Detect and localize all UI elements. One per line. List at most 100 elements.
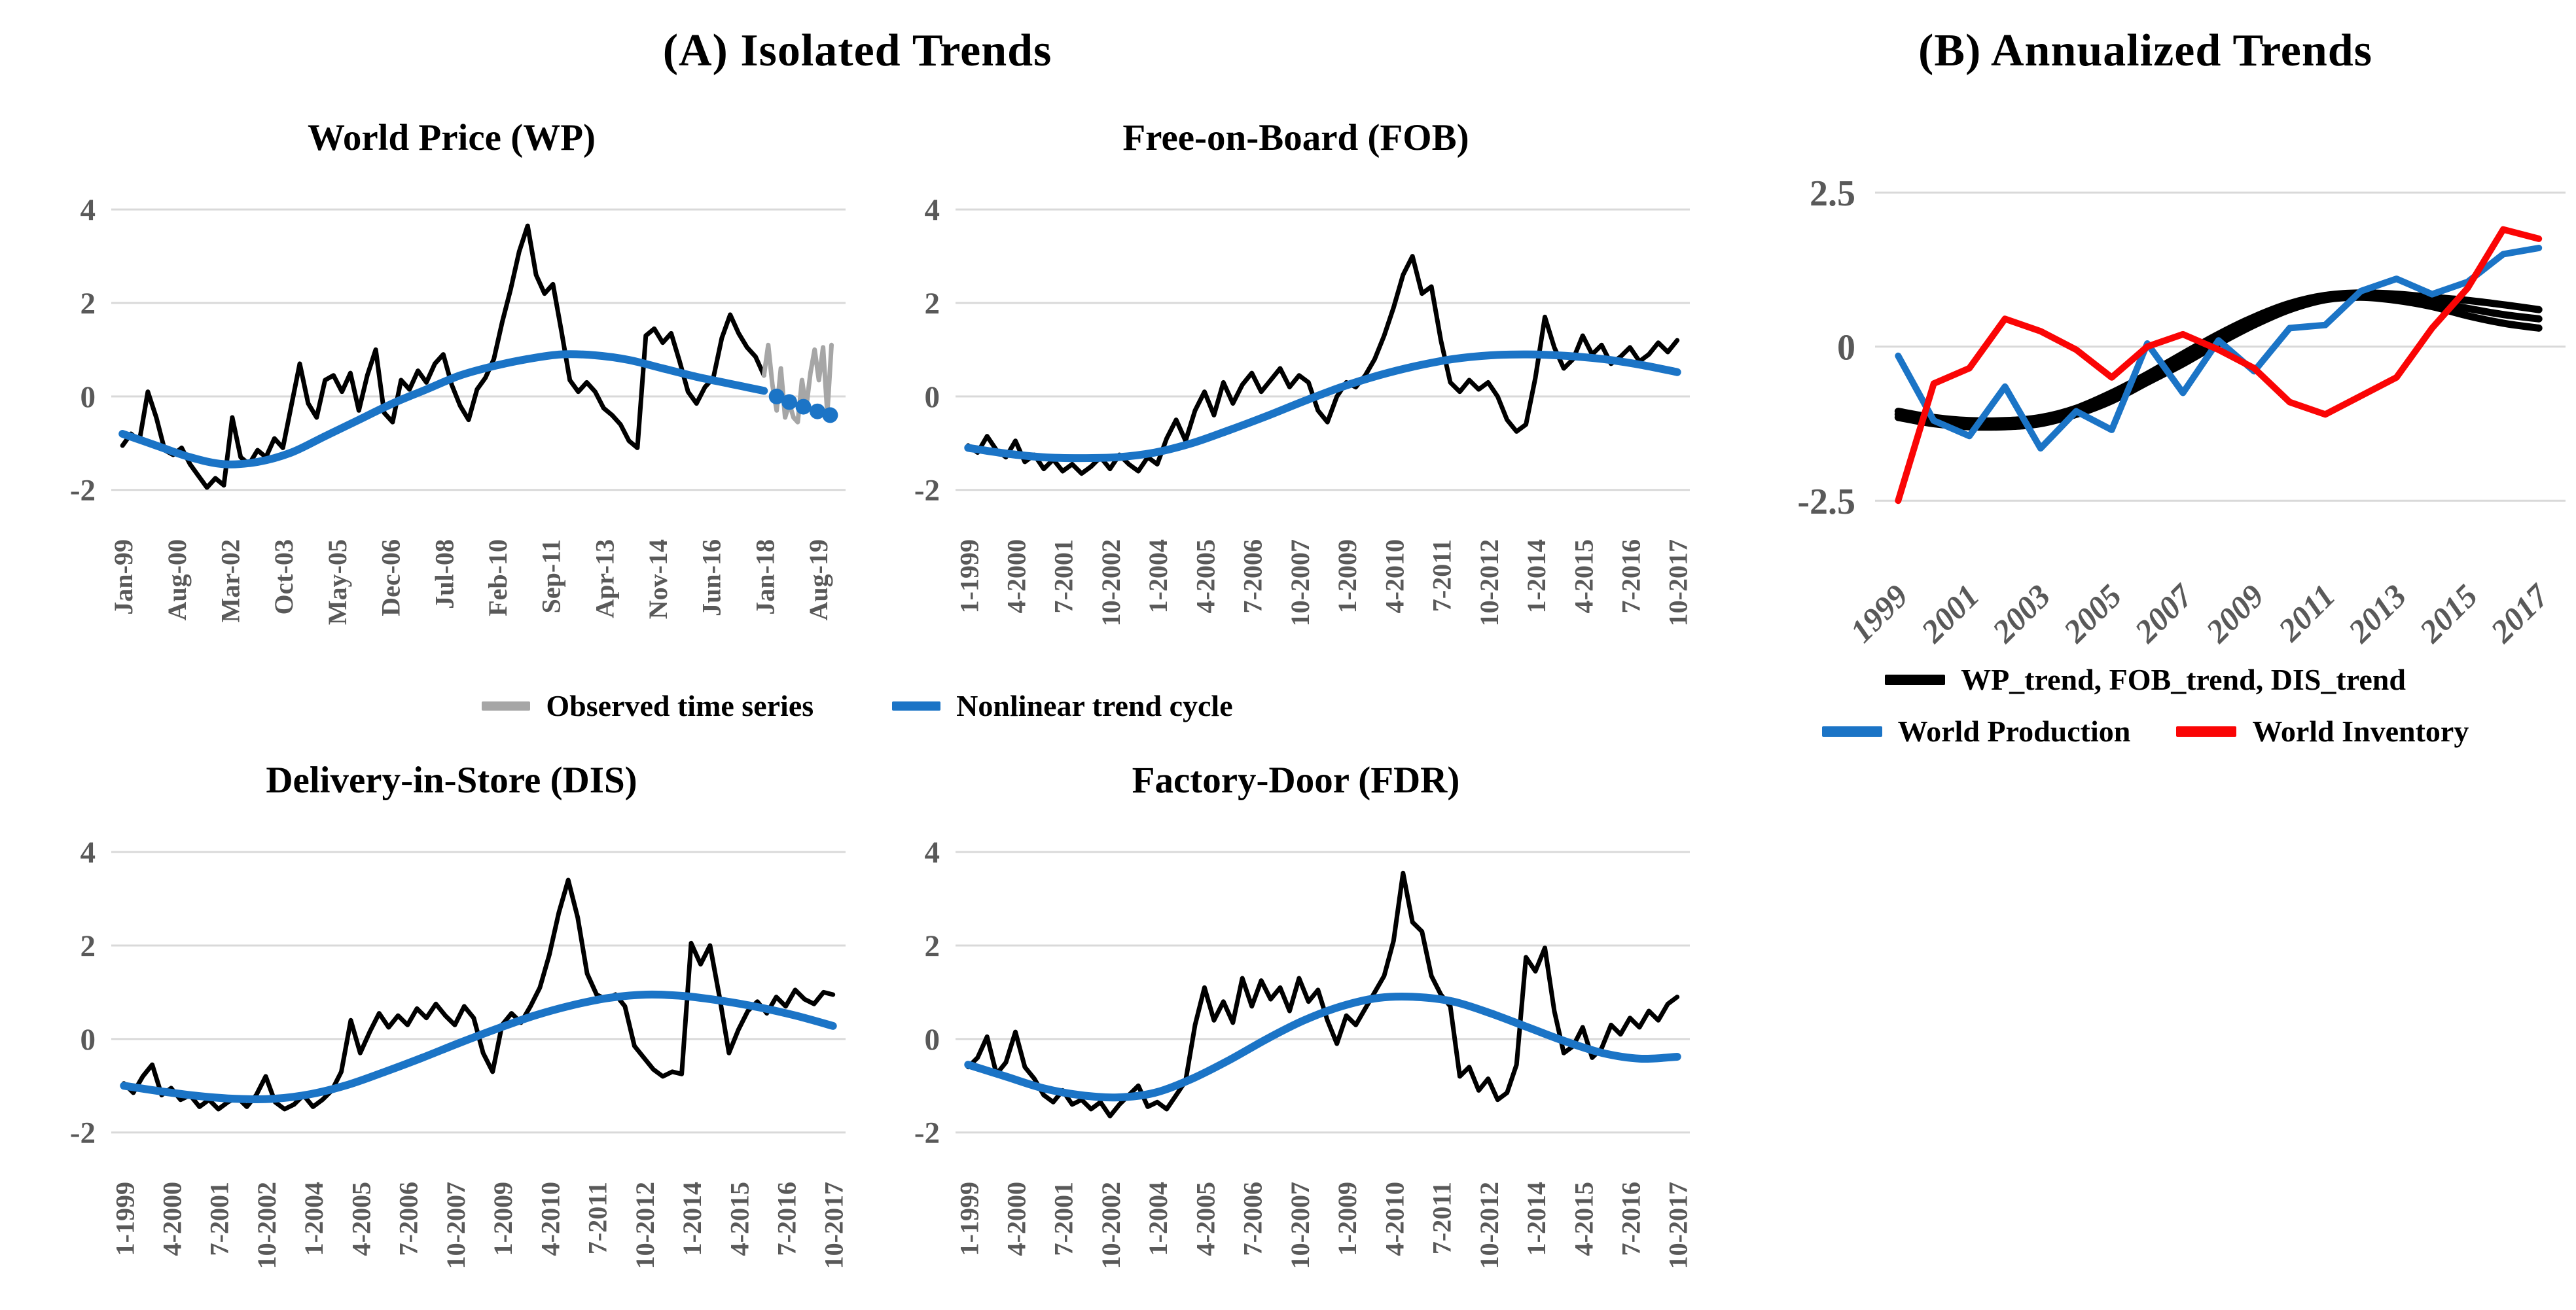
- svg-text:1-2004: 1-2004: [1143, 1182, 1173, 1256]
- svg-text:10-2002: 10-2002: [1096, 539, 1126, 626]
- trend-series-swatch: [892, 701, 941, 711]
- svg-text:Oct-03: Oct-03: [269, 539, 298, 615]
- svg-text:10-2007: 10-2007: [1285, 539, 1315, 626]
- trends-series-swatch: [1885, 674, 1946, 685]
- svg-text:4-2000: 4-2000: [1001, 539, 1031, 613]
- svg-text:4-2005: 4-2005: [1190, 1182, 1220, 1256]
- fob-plot: 4 2 0 -2 1-1999 4-2000 7-2001 10-2002 1-2004 4-20…: [914, 193, 1693, 626]
- svg-text:4-2015: 4-2015: [1569, 539, 1598, 613]
- svg-text:May-05: May-05: [323, 539, 352, 625]
- svg-text:2009: 2009: [2198, 577, 2271, 650]
- svg-text:10-2002: 10-2002: [252, 1182, 281, 1269]
- svg-text:2013: 2013: [2340, 577, 2413, 650]
- svg-text:10-2017: 10-2017: [819, 1182, 849, 1269]
- svg-text:-2.5: -2.5: [1797, 482, 1855, 522]
- svg-text:2: 2: [925, 287, 940, 321]
- svg-text:Dec-06: Dec-06: [376, 539, 406, 616]
- svg-text:7-2006: 7-2006: [1238, 539, 1268, 613]
- world-inventory-swatch: [2176, 726, 2237, 737]
- svg-text:10-2007: 10-2007: [441, 1182, 471, 1269]
- svg-text:7-2016: 7-2016: [772, 1182, 802, 1256]
- legend-label-world-production: World Production: [1897, 715, 2131, 748]
- svg-text:1-2004: 1-2004: [299, 1182, 329, 1256]
- svg-text:10-2012: 10-2012: [630, 1182, 660, 1269]
- svg-text:1-2014: 1-2014: [677, 1182, 707, 1256]
- svg-text:7-2011: 7-2011: [1427, 1182, 1457, 1254]
- svg-text:2007: 2007: [2127, 576, 2200, 650]
- svg-text:0: 0: [80, 1023, 96, 1057]
- svg-text:-2: -2: [914, 474, 940, 508]
- svg-text:4-2010: 4-2010: [1380, 539, 1409, 613]
- svg-text:2005: 2005: [2056, 577, 2128, 650]
- svg-text:2011: 2011: [2271, 577, 2342, 648]
- panel-b: (B) Annualized Trends 2.5 0 -2.5 1999 2001 20…: [1715, 0, 2576, 1310]
- svg-text:7-2011: 7-2011: [583, 1182, 613, 1254]
- legend-item-trends: WP_trend, FOB_trend, DIS_trend: [1885, 662, 2406, 697]
- fdr-chart-title: Factory-Door (FDR): [1132, 760, 1460, 801]
- legend-item-world-inventory: World Inventory: [2176, 714, 2469, 749]
- panel-a: (A) Isolated Trends World Price (WP) 4 2 0…: [0, 26, 1715, 1297]
- legend-item-observed: Observed time series: [482, 688, 814, 723]
- svg-text:Sep-11: Sep-11: [537, 539, 566, 613]
- legend-label-trend: Nonlinear trend cycle: [956, 689, 1233, 722]
- svg-text:2.5: 2.5: [1810, 173, 1855, 214]
- svg-text:Jul-08: Jul-08: [429, 539, 459, 609]
- svg-text:7-2001: 7-2001: [205, 1182, 234, 1256]
- legend-item-trend: Nonlinear trend cycle: [892, 688, 1233, 723]
- svg-text:4-2005: 4-2005: [346, 1182, 376, 1256]
- svg-text:Nov-14: Nov-14: [643, 539, 673, 619]
- svg-text:2001: 2001: [1914, 577, 1986, 650]
- svg-text:0: 0: [80, 380, 96, 414]
- fdr-plot: 4 2 0 -2 1-1999 4-2000 7-2001 10-2002 1-2004 4-20…: [914, 836, 1693, 1269]
- svg-text:1-1999: 1-1999: [954, 1182, 984, 1256]
- svg-text:4: 4: [80, 836, 96, 870]
- svg-text:Jan-18: Jan-18: [750, 539, 779, 615]
- svg-text:4: 4: [80, 193, 96, 227]
- svg-text:2015: 2015: [2412, 577, 2484, 650]
- fob-chart: Free-on-Board (FOB) 4 2 0 -2 1-1999 4-2000 7-2…: [890, 110, 1702, 654]
- svg-text:Aug-00: Aug-00: [162, 539, 192, 620]
- panel-a-legend: Observed time series Nonlinear trend cyc…: [0, 688, 1715, 723]
- svg-text:4: 4: [925, 836, 940, 870]
- svg-text:4-2010: 4-2010: [535, 1182, 565, 1256]
- svg-text:4: 4: [925, 193, 940, 227]
- svg-text:7-2001: 7-2001: [1049, 1182, 1079, 1256]
- svg-text:4-2015: 4-2015: [1569, 1182, 1598, 1256]
- svg-text:2: 2: [925, 929, 940, 963]
- panel-b-title: (B) Annualized Trends: [1918, 26, 2372, 76]
- svg-text:0: 0: [925, 380, 940, 414]
- svg-text:1-2014: 1-2014: [1522, 539, 1551, 613]
- svg-text:10-2012: 10-2012: [1475, 539, 1504, 626]
- legend-item-world-production: World Production: [1821, 714, 2131, 749]
- legend-label-observed: Observed time series: [546, 689, 814, 722]
- svg-text:7-2016: 7-2016: [1617, 539, 1646, 613]
- svg-text:1-2009: 1-2009: [1333, 539, 1362, 613]
- svg-text:1-1999: 1-1999: [110, 1182, 139, 1256]
- svg-text:Jan-99: Jan-99: [109, 539, 138, 615]
- wp-plot: 4 2 0 -2 Jan-99 Aug-00 Mar-02 Oct-03 May-05 Dec-0…: [70, 193, 846, 625]
- svg-text:7-2011: 7-2011: [1427, 539, 1457, 612]
- panel-b-legend-row-2: World Production World Inventory: [1715, 714, 2576, 749]
- svg-text:7-2006: 7-2006: [394, 1182, 423, 1256]
- svg-text:1-2014: 1-2014: [1522, 1182, 1551, 1256]
- svg-text:7-2001: 7-2001: [1049, 539, 1079, 613]
- svg-text:4-2005: 4-2005: [1190, 539, 1220, 613]
- svg-text:2017: 2017: [2483, 576, 2556, 650]
- svg-text:2: 2: [80, 929, 96, 963]
- wp-chart: World Price (WP) 4 2 0 -2 Jan-99 Aug-00 Mar-02…: [46, 110, 857, 654]
- svg-text:Mar-02: Mar-02: [216, 539, 245, 622]
- svg-text:0: 0: [925, 1023, 940, 1057]
- svg-text:4-2010: 4-2010: [1380, 1182, 1409, 1256]
- panel-a-title: (A) Isolated Trends: [662, 26, 1052, 76]
- svg-text:-2: -2: [914, 1116, 940, 1150]
- svg-text:2003: 2003: [1985, 577, 2058, 650]
- svg-text:Apr-13: Apr-13: [590, 539, 619, 618]
- fdr-chart: Factory-Door (FDR) 4 2 0 -2 1-1999 4-2000 7-20…: [890, 752, 1702, 1297]
- svg-text:4-2000: 4-2000: [1001, 1182, 1031, 1256]
- dis-chart: Delivery-in-Store (DIS) 4 2 0 -2 1-1999 4-200…: [46, 752, 857, 1297]
- svg-text:4-2000: 4-2000: [157, 1182, 187, 1256]
- svg-text:10-2017: 10-2017: [1664, 1182, 1693, 1269]
- dis-chart-title: Delivery-in-Store (DIS): [266, 760, 637, 801]
- svg-text:Feb-10: Feb-10: [483, 539, 512, 616]
